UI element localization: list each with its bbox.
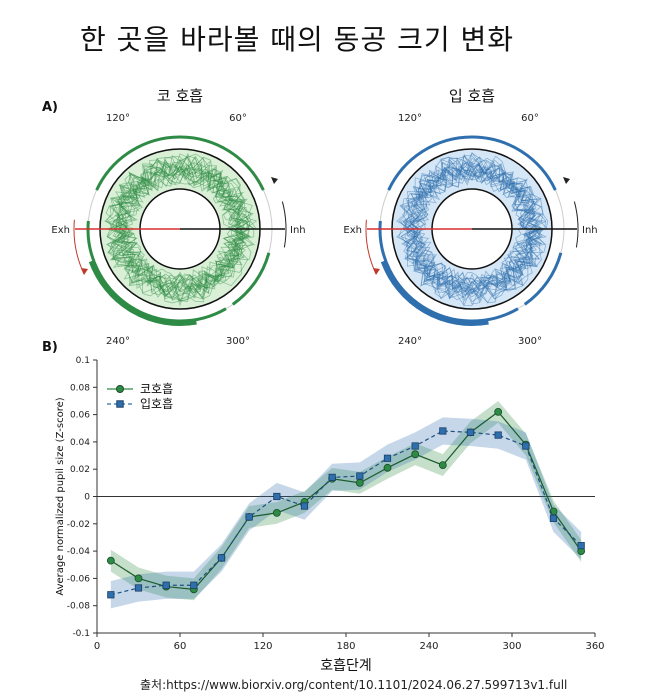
outer-arc-thick [380, 260, 489, 326]
source-citation: 출처:https://www.biorxiv.org/content/10.11… [140, 678, 568, 692]
data-point [106, 556, 115, 565]
y-tick-label: -0.1 [72, 629, 90, 639]
confidence-band [110, 417, 582, 609]
exhale-direction-arrow [73, 219, 85, 275]
data-point [494, 407, 503, 416]
series-line [110, 411, 582, 590]
polar-plot-2: 입 호흡 120° 60° 240° 300° Exh Inh [343, 87, 597, 347]
exhale-label: Exh [343, 225, 362, 236]
angle-label-120: 120° [106, 113, 130, 124]
y-tick-label: 0.08 [70, 383, 90, 393]
x-tick-label: 240 [419, 641, 438, 652]
exhale-label: Exh [51, 225, 70, 236]
data-point [466, 428, 475, 436]
data-point [162, 581, 170, 589]
y-tick-label: 0.04 [70, 438, 90, 448]
data-point [439, 427, 447, 435]
inhale-label: Inh [290, 225, 306, 236]
y-tick-label: 0.1 [76, 356, 90, 366]
exhale-arrowhead [373, 268, 380, 275]
y-tick-label: 0 [84, 493, 90, 503]
exhale-arrowhead [81, 268, 88, 275]
x-tick-label: 0 [94, 641, 100, 652]
angle-label-240: 240° [398, 336, 422, 347]
outer-arc [231, 252, 271, 306]
line-chart: -0.1 -0.08 -0.06 -0.04 -0.02 0 0.02 0.04 0.06 0.0… [55, 356, 605, 674]
polar-fill-band [100, 149, 260, 309]
data-point [300, 502, 309, 510]
data-point [383, 454, 392, 462]
data-point [328, 473, 336, 481]
data-point [356, 472, 364, 480]
confidence-band [110, 400, 582, 601]
data-point [272, 508, 281, 517]
legend-label: 코호흡 [140, 382, 173, 396]
data-point [217, 554, 226, 562]
legend-marker [116, 385, 124, 393]
y-tick-label: 0.06 [70, 411, 90, 421]
angle-label-300: 300° [518, 336, 542, 347]
data-point [107, 591, 115, 599]
exhale-direction-arrow [365, 219, 377, 275]
inhale-direction-arrow [573, 201, 579, 248]
page-title: 한 곳을 바라볼 때의 동공 크기 변화 [80, 23, 515, 56]
data-point [273, 492, 281, 501]
angle-label-300: 300° [226, 336, 250, 347]
series-line [110, 430, 582, 596]
data-point [134, 574, 143, 583]
inhale-label: Inh [582, 225, 598, 236]
y-tick-label: -0.04 [67, 547, 91, 557]
data-point [494, 431, 502, 439]
panel-b-label: B) [42, 340, 58, 355]
polar-title: 코 호흡 [157, 87, 203, 105]
data-point [245, 513, 253, 521]
outer-arc-thick [88, 260, 197, 326]
polar-plot-1: 코 호흡 120° 60° 240° 300° Exh Inh [51, 87, 305, 347]
data-point [411, 450, 420, 459]
y-tick-label: -0.02 [67, 520, 90, 530]
data-point [134, 584, 143, 592]
x-axis-label: 호흡단계 [320, 658, 372, 674]
data-point [577, 542, 585, 550]
angle-label-120: 120° [398, 113, 422, 124]
y-tick-label: -0.06 [67, 574, 91, 584]
x-tick-label: 180 [336, 641, 355, 652]
inhale-arrowhead [563, 177, 570, 184]
angle-label-60: 60° [229, 113, 247, 124]
x-tick-label: 60 [174, 641, 187, 652]
inhale-direction-arrow [281, 201, 287, 248]
data-point [411, 442, 419, 450]
y-axis-label: Average normalized pupil size (Z-score) [55, 397, 66, 595]
data-point [383, 463, 392, 472]
panel-a-label: A) [42, 100, 59, 115]
outer-arc [523, 252, 563, 306]
data-point [190, 581, 198, 589]
outer-arc [387, 135, 557, 191]
polar-title: 입 호흡 [449, 87, 495, 105]
data-point [438, 461, 447, 470]
inhale-arrowhead [271, 177, 278, 184]
x-tick-label: 300 [502, 641, 521, 652]
data-point [549, 514, 558, 522]
angle-label-60: 60° [521, 113, 539, 124]
data-point [355, 478, 364, 487]
y-tick-label: -0.08 [67, 602, 91, 612]
x-tick-label: 360 [585, 641, 604, 652]
angle-label-240: 240° [106, 336, 130, 347]
polar-fill-band [392, 149, 552, 309]
outer-arc [95, 135, 265, 191]
legend-label: 입호흡 [140, 397, 173, 411]
legend-marker [116, 400, 124, 408]
data-point [522, 442, 530, 450]
y-tick-label: 0.02 [70, 465, 90, 475]
x-tick-label: 120 [253, 641, 272, 652]
